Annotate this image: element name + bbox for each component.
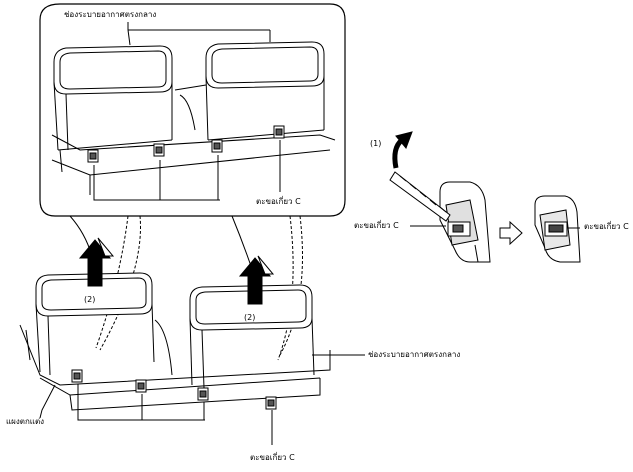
inset-vent-right xyxy=(174,41,325,141)
label-hook-c-side-left: ตะขอเกี่ยว C xyxy=(354,221,399,230)
label-trim-panel: แผงตกแต่ง xyxy=(6,417,45,426)
inset-hooks xyxy=(87,125,285,163)
label-hook-c-side-right: ตะขอเกี่ยว C xyxy=(584,222,629,231)
label-hook-c-inset: ตะขอเกี่ยว C xyxy=(256,197,301,206)
curved-arrow-icon xyxy=(392,131,413,169)
step-1-label: (1) xyxy=(370,139,382,148)
main-vent-left xyxy=(35,272,155,376)
step-2-right-label: (2) xyxy=(244,313,256,322)
inset-dash-panel xyxy=(51,134,336,195)
main-vent-right xyxy=(154,284,315,389)
label-center-vents-top: ช่องระบายอากาศตรงกลาง xyxy=(64,10,157,19)
detail-before xyxy=(439,181,491,263)
label-hook-c-bottom: ตะขอเกี่ยว C xyxy=(250,453,295,462)
main-hooks xyxy=(71,369,277,410)
label-center-vents-right: ช่องระบายอากาศตรงกลาง xyxy=(368,350,461,359)
arrow-up-right-icon xyxy=(238,255,275,305)
inset-vent-left xyxy=(53,45,173,151)
pry-tool xyxy=(389,171,451,222)
step-2-left-label: (2) xyxy=(84,295,96,304)
arrow-up-left-icon xyxy=(78,237,115,287)
arrow-right-icon xyxy=(499,220,523,246)
inset-leaders xyxy=(93,22,281,201)
main-leaders xyxy=(39,354,365,445)
detail-after xyxy=(534,195,581,263)
